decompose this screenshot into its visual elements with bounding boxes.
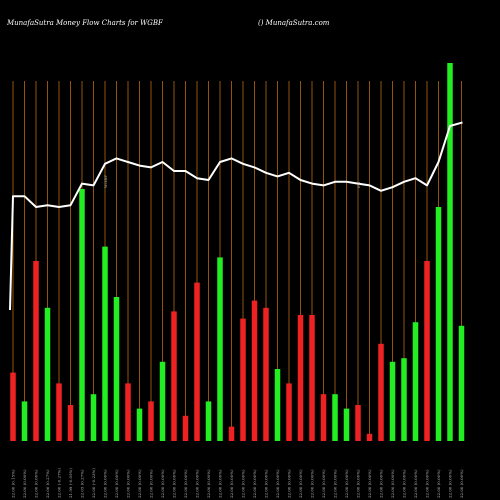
- flow-bar: [79, 189, 85, 441]
- x-tick-label: 22.00 (0.00%): [390, 469, 395, 498]
- x-tick-label: 22.00 (0.00%): [218, 469, 223, 498]
- x-tick-label: 22.00 (0.00%): [22, 469, 27, 498]
- x-tick-label: 22.00 (0.00%): [448, 469, 453, 498]
- money-flow-line-group: [9, 121, 463, 311]
- x-tick-label: 21.99 (-0.05%): [68, 468, 73, 498]
- x-tick-label: 22.05 (0.27%): [80, 469, 85, 498]
- x-tick-label: 22.00 (0.00%): [183, 469, 188, 498]
- x-tick-label: 22.06 (0.27%): [45, 469, 50, 498]
- x-tick-label: 22.00 (0.00%): [298, 469, 303, 498]
- flow-bar: [424, 261, 430, 441]
- x-tick-label: 22.00 (0.00%): [229, 469, 234, 498]
- flow-bar: [33, 261, 39, 441]
- x-tick-label: 22.00 (0.00%): [413, 469, 418, 498]
- flow-bar: [297, 315, 304, 441]
- flow-bar: [67, 405, 74, 441]
- flow-bar: [447, 63, 453, 441]
- flow-bar: [378, 343, 384, 441]
- x-tick-label: 22.00 (0.15%): [11, 469, 16, 498]
- flow-bar: [228, 426, 235, 441]
- marker-label: WGBF: [103, 175, 108, 188]
- flow-bar: [343, 408, 350, 441]
- x-tick-label: 22.00 (0.00%): [333, 469, 338, 498]
- x-tick-label: 22.00 (0.00%): [402, 469, 407, 498]
- x-tick-label: 22.00 (0.00%): [321, 469, 326, 498]
- x-tick-label: 22.00 (0.00%): [126, 469, 131, 498]
- flow-bar: [458, 325, 465, 441]
- x-tick-label: 22.00 (0.00%): [310, 469, 315, 498]
- flow-bar: [125, 383, 131, 441]
- flow-bar: [332, 394, 338, 441]
- site-watermark: () MunafaSutra.com: [258, 19, 330, 27]
- marker-label: 0%: [356, 181, 361, 188]
- flow-bar: [44, 307, 51, 441]
- flow-bar: [263, 307, 269, 441]
- x-tick-label: 22.00 (0.00%): [287, 469, 292, 498]
- flow-bar: [412, 322, 419, 441]
- flow-bar: [136, 408, 143, 441]
- x-tick-label: 22.00 (0.00%): [34, 469, 39, 498]
- chart-title: MunafaSutra Money Flow Charts for WGBF: [6, 19, 164, 27]
- x-tick-label: 22.00 (0.00%): [172, 469, 177, 498]
- x-tick-label: 22.00 (0.00%): [344, 469, 349, 498]
- x-tick-label: 22.00 (0.00%): [425, 469, 430, 498]
- flow-bar: [217, 257, 223, 441]
- flow-bar: [148, 401, 154, 441]
- x-tick-label: 22.00 (0.00%): [367, 469, 372, 498]
- money-flow-line: [9, 121, 463, 311]
- flow-bar: [251, 300, 258, 441]
- flow-bar: [182, 415, 189, 441]
- x-tick-label: 22.00 (0.00%): [252, 469, 257, 498]
- x-tick-label: 22.00 (0.00%): [160, 469, 165, 498]
- flow-bar: [205, 401, 212, 441]
- x-tick-label: 22.00 (0.00%): [264, 469, 269, 498]
- flow-bar: [21, 401, 28, 441]
- x-tick-label: 22.00 (-0.27%): [57, 468, 62, 498]
- flow-bar: [274, 369, 281, 441]
- flow-bar: [286, 383, 292, 441]
- x-tick-label: 22.00 (0.00%): [241, 469, 246, 498]
- flow-bar: [309, 315, 315, 441]
- x-tick-label: 22.00 (0.00%): [459, 469, 464, 498]
- x-tick-label: 22.00 (0.00%): [206, 469, 211, 498]
- flow-bar: [159, 361, 166, 441]
- x-tick-label: 22.00 (0.00%): [114, 469, 119, 498]
- x-tick-label: 22.00 (0.00%): [103, 469, 108, 498]
- flow-bar: [401, 358, 407, 441]
- flow-bar: [90, 394, 97, 441]
- flow-bar: [355, 405, 361, 441]
- flow-bar: [10, 372, 16, 441]
- flow-bar: [435, 207, 442, 441]
- x-tick-label: 22.00 (0.00%): [275, 469, 280, 498]
- flow-bar: [56, 383, 62, 441]
- flow-bar: [194, 282, 200, 441]
- flow-bar: [102, 246, 108, 441]
- flow-bar: [171, 311, 177, 441]
- flow-bar: [113, 297, 120, 441]
- x-tick-label: 22.00 (0.00%): [356, 469, 361, 498]
- flow-bar: [320, 394, 327, 441]
- flow-bar: [366, 433, 373, 441]
- flow-bar: [240, 318, 246, 441]
- x-tick-label: 22.00 (0.00%): [379, 469, 384, 498]
- x-tick-label: 22.00 (0.00%): [195, 469, 200, 498]
- x-tick-label: 22.00 (0.00%): [436, 469, 441, 498]
- x-tick-label: 22.00 (0.00%): [149, 469, 154, 498]
- x-tick-label: 22.00 (0.00%): [137, 469, 142, 498]
- bars: [10, 63, 465, 441]
- tick-labels: 22.00 (0.15%) 22.00 (0.00%) 22.00 (0.00%) 2…: [11, 175, 465, 498]
- flow-bar: [389, 361, 396, 441]
- x-tick-label: 22.00 (-0.23%): [91, 468, 96, 498]
